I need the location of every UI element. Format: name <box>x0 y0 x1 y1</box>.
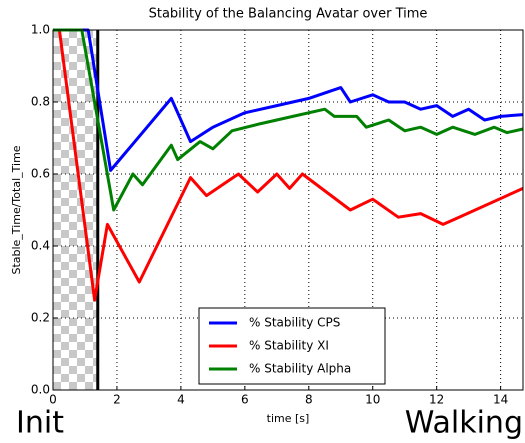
line-series <box>53 28 524 172</box>
x-tick-label: 4 <box>177 393 185 407</box>
y-tick-label: 0.8 <box>31 95 50 109</box>
y-tick-label: 0.4 <box>31 239 50 253</box>
legend-label: % Stability CPS <box>249 316 340 330</box>
y-tick-label: 0.2 <box>31 311 50 325</box>
line-series <box>53 28 524 212</box>
x-tick-label: 10 <box>365 393 380 407</box>
annotation: Init <box>16 406 64 441</box>
plot-frame <box>52 29 524 391</box>
x-axis-label: time [s] <box>267 412 310 425</box>
init-region <box>53 30 98 390</box>
y-tick-label: 1.0 <box>31 23 50 37</box>
x-tick-label: 2 <box>113 393 121 407</box>
x-tick-label: 12 <box>429 393 444 407</box>
x-tick-label: 0 <box>49 393 57 407</box>
x-tick-label: 14 <box>493 393 508 407</box>
y-axis-label: Stable_Time/Total_Time <box>10 145 23 274</box>
chart-title: Stability of the Balancing Avatar over T… <box>149 7 428 22</box>
y-tick-label: 0.0 <box>31 383 50 397</box>
legend: % Stability CPS % Stability XI % Stability… <box>198 307 386 385</box>
y-tick-label: 0.6 <box>31 167 50 181</box>
line-series <box>53 28 524 302</box>
legend-box <box>198 307 386 385</box>
legend-label: % Stability Alpha <box>249 362 351 376</box>
x-tick-label: 8 <box>305 393 313 407</box>
x-tick-label: 6 <box>241 393 249 407</box>
legend-label: % Stability XI <box>249 339 329 353</box>
annotation: Walking <box>405 406 523 441</box>
